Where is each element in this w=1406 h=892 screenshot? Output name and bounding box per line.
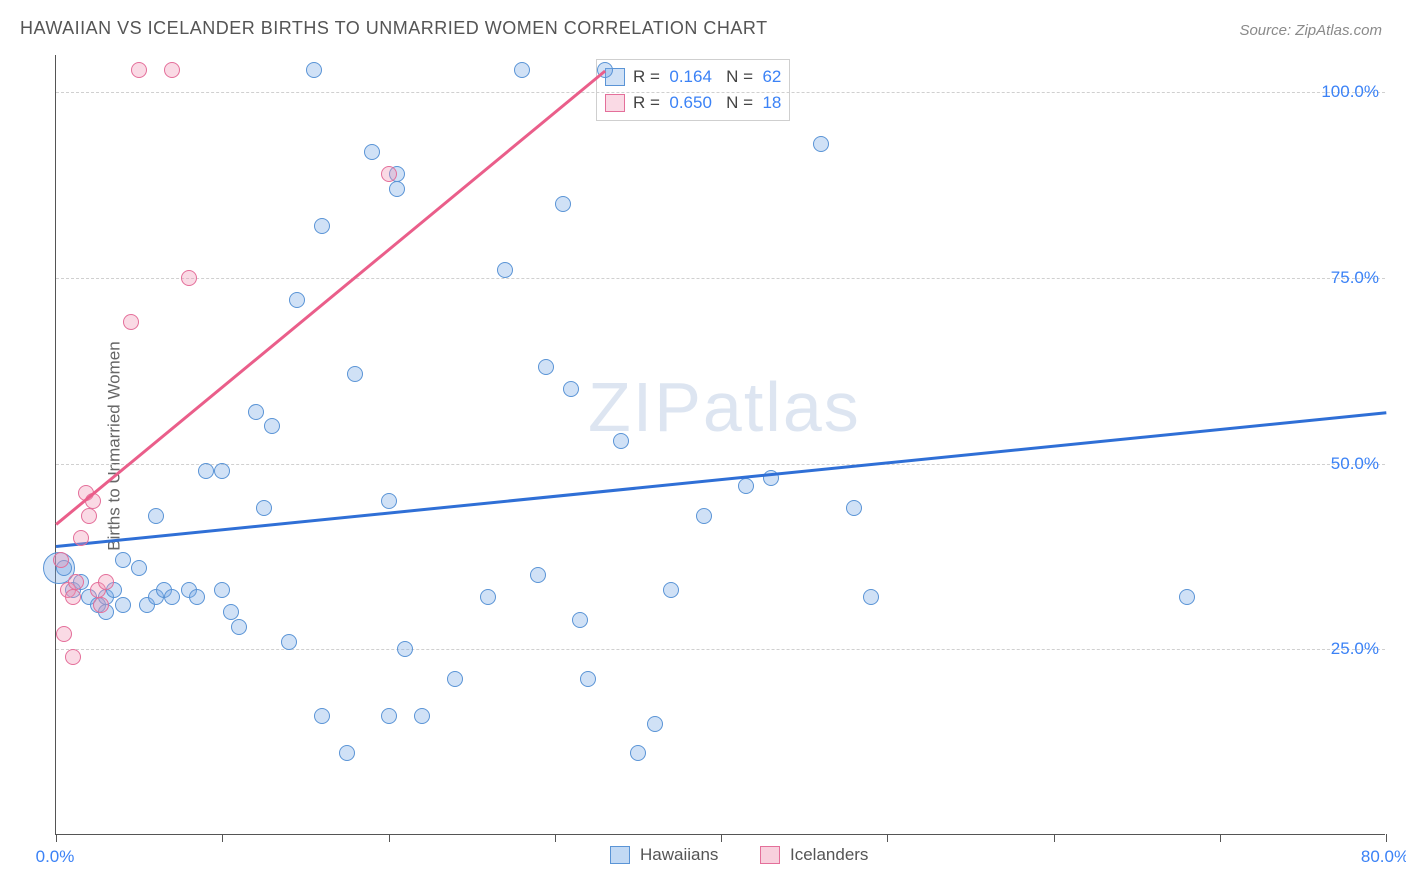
scatter-point bbox=[530, 567, 546, 583]
scatter-point bbox=[863, 589, 879, 605]
trendline bbox=[56, 412, 1386, 548]
scatter-point bbox=[397, 641, 413, 657]
scatter-point bbox=[53, 552, 69, 568]
x-tick bbox=[555, 834, 556, 842]
legend-item: Icelanders bbox=[760, 845, 868, 865]
scatter-point bbox=[563, 381, 579, 397]
scatter-point bbox=[73, 530, 89, 546]
scatter-point bbox=[738, 478, 754, 494]
scatter-point bbox=[339, 745, 355, 761]
scatter-point bbox=[580, 671, 596, 687]
scatter-point bbox=[123, 314, 139, 330]
scatter-point bbox=[56, 626, 72, 642]
scatter-point bbox=[214, 463, 230, 479]
scatter-point bbox=[663, 582, 679, 598]
gridline-h bbox=[56, 92, 1385, 93]
x-tick bbox=[1220, 834, 1221, 842]
scatter-point bbox=[314, 708, 330, 724]
scatter-point bbox=[1179, 589, 1195, 605]
scatter-point bbox=[514, 62, 530, 78]
scatter-point bbox=[555, 196, 571, 212]
y-tick-label: 100.0% bbox=[1321, 82, 1379, 102]
chart-title: HAWAIIAN VS ICELANDER BIRTHS TO UNMARRIE… bbox=[20, 18, 768, 39]
legend-label: Hawaiians bbox=[640, 845, 718, 865]
scatter-point bbox=[381, 708, 397, 724]
scatter-point bbox=[65, 589, 81, 605]
scatter-point bbox=[647, 716, 663, 732]
trendline bbox=[55, 70, 605, 525]
scatter-point bbox=[131, 62, 147, 78]
scatter-point bbox=[381, 493, 397, 509]
scatter-point bbox=[68, 574, 84, 590]
legend-item: Hawaiians bbox=[610, 845, 718, 865]
x-tick-label: 80.0% bbox=[1361, 847, 1406, 867]
scatter-point bbox=[538, 359, 554, 375]
scatter-point bbox=[164, 62, 180, 78]
scatter-point bbox=[480, 589, 496, 605]
y-tick-label: 25.0% bbox=[1331, 639, 1379, 659]
correlation-stats-box: R = 0.164 N = 62 R = 0.650 N = 18 bbox=[596, 59, 790, 121]
y-tick-label: 50.0% bbox=[1331, 454, 1379, 474]
scatter-point bbox=[115, 552, 131, 568]
scatter-point bbox=[347, 366, 363, 382]
scatter-point bbox=[223, 604, 239, 620]
stats-text: R = 0.650 N = 18 bbox=[633, 93, 781, 113]
x-tick bbox=[887, 834, 888, 842]
scatter-point bbox=[389, 181, 405, 197]
scatter-plot-area: ZIPatlas R = 0.164 N = 62 R = 0.650 N = … bbox=[55, 55, 1385, 835]
x-tick bbox=[222, 834, 223, 842]
scatter-point bbox=[630, 745, 646, 761]
scatter-point bbox=[264, 418, 280, 434]
scatter-point bbox=[364, 144, 380, 160]
x-tick bbox=[1054, 834, 1055, 842]
gridline-h bbox=[56, 278, 1385, 279]
scatter-point bbox=[164, 589, 180, 605]
legend-label: Icelanders bbox=[790, 845, 868, 865]
scatter-point bbox=[81, 508, 97, 524]
legend-swatch bbox=[605, 94, 625, 112]
scatter-point bbox=[181, 270, 197, 286]
scatter-point bbox=[231, 619, 247, 635]
scatter-point bbox=[447, 671, 463, 687]
scatter-point bbox=[306, 62, 322, 78]
scatter-point bbox=[289, 292, 305, 308]
scatter-point bbox=[189, 589, 205, 605]
x-tick bbox=[389, 834, 390, 842]
scatter-point bbox=[131, 560, 147, 576]
scatter-point bbox=[696, 508, 712, 524]
scatter-point bbox=[281, 634, 297, 650]
scatter-point bbox=[115, 597, 131, 613]
x-tick-label: 0.0% bbox=[36, 847, 75, 867]
scatter-point bbox=[65, 649, 81, 665]
scatter-point bbox=[256, 500, 272, 516]
stats-row: R = 0.164 N = 62 bbox=[605, 64, 781, 90]
scatter-point bbox=[214, 582, 230, 598]
scatter-point bbox=[148, 508, 164, 524]
scatter-point bbox=[613, 433, 629, 449]
legend-swatch bbox=[610, 846, 630, 864]
x-tick bbox=[1386, 834, 1387, 842]
scatter-point bbox=[381, 166, 397, 182]
x-tick bbox=[56, 834, 57, 842]
scatter-point bbox=[98, 574, 114, 590]
scatter-point bbox=[198, 463, 214, 479]
gridline-h bbox=[56, 649, 1385, 650]
scatter-point bbox=[248, 404, 264, 420]
stats-text: R = 0.164 N = 62 bbox=[633, 67, 781, 87]
source-attribution: Source: ZipAtlas.com bbox=[1239, 22, 1382, 39]
scatter-point bbox=[846, 500, 862, 516]
y-tick-label: 75.0% bbox=[1331, 268, 1379, 288]
x-tick bbox=[721, 834, 722, 842]
gridline-h bbox=[56, 464, 1385, 465]
scatter-point bbox=[414, 708, 430, 724]
scatter-point bbox=[93, 597, 109, 613]
watermark-text: ZIPatlas bbox=[588, 367, 861, 447]
legend-swatch bbox=[760, 846, 780, 864]
scatter-point bbox=[572, 612, 588, 628]
scatter-point bbox=[497, 262, 513, 278]
scatter-point bbox=[314, 218, 330, 234]
scatter-point bbox=[813, 136, 829, 152]
stats-row: R = 0.650 N = 18 bbox=[605, 90, 781, 116]
